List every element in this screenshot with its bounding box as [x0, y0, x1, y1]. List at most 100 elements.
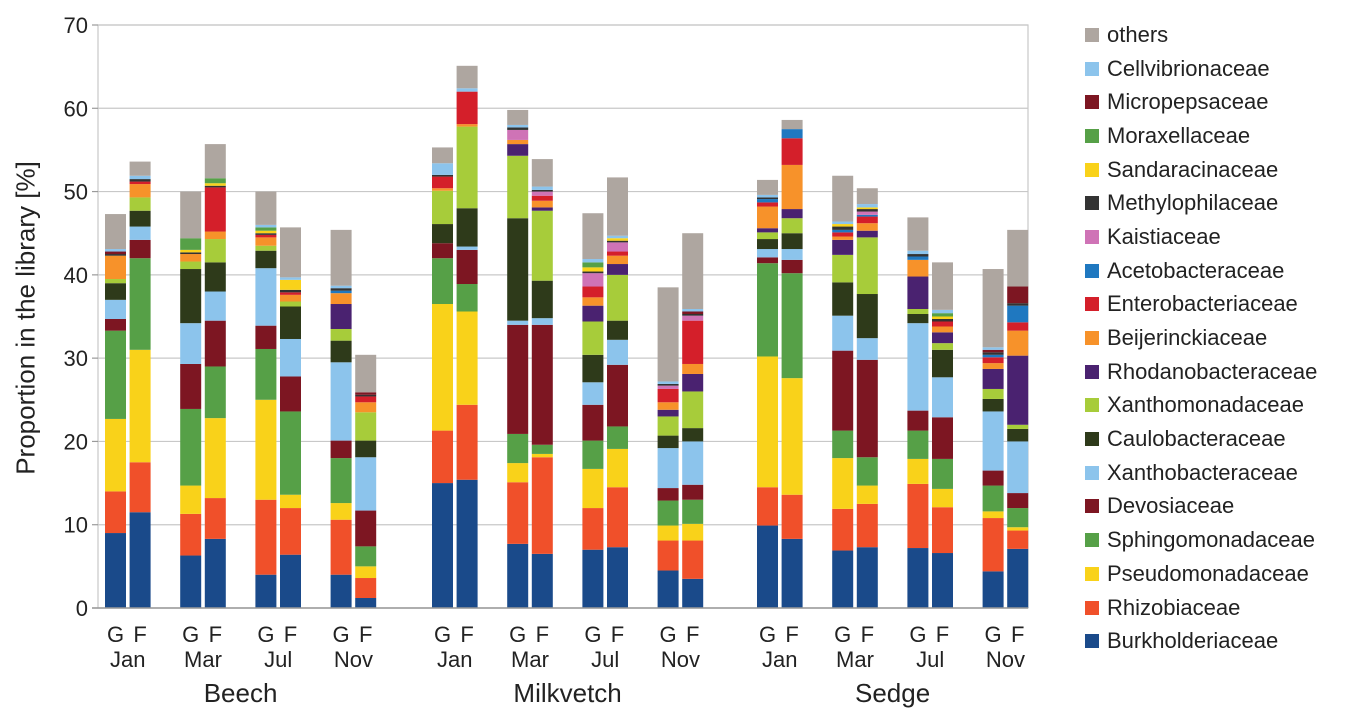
bar-segment-devosiaceae	[682, 484, 704, 500]
bar-segment-beijerinckiaceae	[982, 363, 1004, 369]
bar-segment-xanthobacteraceae	[129, 226, 151, 240]
bar-segment-xanthobacteraceae	[657, 448, 679, 489]
bar-segment-caulobacteraceae	[180, 269, 202, 324]
bar-segment-others	[255, 191, 277, 225]
bar-segment-others	[607, 177, 628, 236]
bar-segment-others	[531, 159, 553, 187]
bar-segment-methylophilaceae	[932, 318, 953, 322]
legend-label: Cellvibrionaceae	[1107, 55, 1270, 81]
bar-segment-cellvibrionaceae	[531, 186, 553, 190]
y-tick-label: 0	[76, 596, 88, 621]
bar-segment-caulobacteraceae	[255, 250, 277, 269]
bar-segment-rhizobiaceae	[932, 507, 953, 554]
bar-segment-pseudomonadaceae	[355, 566, 377, 579]
bar-segment-beijerinckiaceae	[432, 188, 453, 191]
sample-type-label: F	[536, 622, 549, 647]
bar-segment-xanthobacteraceae	[781, 249, 803, 260]
bar-segment-enterobacteriaceae	[456, 91, 478, 125]
bar-segment-devosiaceae	[204, 320, 226, 367]
bar-segment-sphingomonadaceae	[757, 263, 778, 357]
month-label: Nov	[986, 647, 1025, 672]
bar-segment-methylophilaceae	[204, 185, 226, 188]
bar-segment-xanthobacteraceae	[682, 441, 704, 485]
bar-segment-beijerinckiaceae	[280, 294, 301, 302]
bar-segment-pseudomonadaceae	[932, 488, 953, 508]
bar-segment-beijerinckiaceae	[932, 326, 953, 333]
bar-segment-acetobacteraceae	[757, 199, 778, 203]
bar-segment-rhodanobacteraceae	[982, 368, 1004, 389]
bar-segment-cellvibrionaceae	[832, 221, 854, 225]
bar-segment-methylophilaceae	[582, 271, 604, 274]
legend-swatch	[1085, 297, 1099, 312]
bar-segment-kaistiaceae	[856, 211, 878, 215]
sample-type-label: G	[182, 622, 199, 647]
bar-segment-caulobacteraceae	[129, 210, 151, 227]
bar-segment-devosiaceae	[856, 359, 878, 458]
bar-segment-others	[1007, 229, 1029, 287]
bar-segment-caulobacteraceae	[856, 294, 878, 339]
bar-segment-rhodanobacteraceae	[832, 239, 854, 255]
bar-segment-kaistiaceae	[657, 385, 679, 389]
bar-segment-burkholderiaceae	[1007, 548, 1029, 608]
bar-segment-xanthobacteraceae	[757, 249, 778, 258]
bar-segment-caulobacteraceae	[507, 218, 529, 321]
sample-type-label: F	[284, 622, 297, 647]
bar-segment-others	[907, 217, 929, 251]
bar-segment-pseudomonadaceae	[129, 349, 151, 463]
bar-segment-devosiaceae	[531, 324, 553, 445]
legend-swatch	[1085, 162, 1099, 177]
bar-segment-devosiaceae	[255, 325, 277, 349]
bar-segment-pseudomonadaceae	[781, 378, 803, 495]
month-label: Jan	[437, 647, 472, 672]
legend-swatch	[1085, 499, 1099, 514]
bar-segment-pseudomonadaceae	[582, 468, 604, 509]
bar-segment-methylophilaceae	[832, 226, 854, 230]
bar-segment-rhodanobacteraceae	[507, 144, 529, 156]
bar-segment-kaistiaceae	[682, 315, 704, 321]
bar-segment-others	[355, 354, 377, 393]
bar-segment-sphingomonadaceae	[129, 258, 151, 350]
bar-segment-xanthobacteraceae	[1007, 441, 1029, 494]
bar-segment-sphingomonadaceae	[856, 457, 878, 486]
bar-segment-devosiaceae	[607, 364, 628, 427]
bar-segment-rhodanobacteraceae	[330, 304, 352, 329]
bar-segment-enterobacteriaceae	[280, 292, 301, 295]
bar-segment-kaistiaceae	[607, 242, 628, 252]
bar-segment-xanthobacteraceae	[856, 338, 878, 360]
bar-segment-moraxellaceae	[255, 227, 277, 231]
bar-segment-caulobacteraceae	[932, 349, 953, 378]
bar-segment-enterobacteriaceae	[781, 138, 803, 165]
sample-type-label: F	[861, 622, 874, 647]
y-tick-label: 40	[64, 263, 88, 288]
bar-segment-enterobacteriaceae	[657, 388, 679, 403]
legend-item: Beijerinckiaceae	[1085, 321, 1360, 355]
legend-label: Moraxellaceae	[1107, 122, 1251, 148]
bar-segment-methylophilaceae	[280, 289, 301, 293]
legend-item: Kaistiaceae	[1085, 220, 1360, 254]
bar-segment-others	[280, 227, 301, 278]
legend-item: Xanthomonadaceae	[1085, 389, 1360, 423]
bar-segment-pseudomonadaceae	[180, 485, 202, 514]
bar-segment-burkholderiaceae	[280, 554, 301, 608]
bar-segment-sphingomonadaceae	[932, 458, 953, 489]
bar-segment-cellvibrionaceae	[432, 163, 453, 175]
legend-swatch	[1085, 229, 1099, 244]
legend-swatch	[1085, 196, 1099, 211]
bar-segment-xanthobacteraceae	[280, 338, 301, 377]
bar-segment-cellvibrionaceae	[657, 381, 679, 384]
bar-segment-enterobacteriaceae	[1007, 322, 1029, 331]
bar-segment-sandaracinaceae	[932, 316, 953, 319]
bar-segment-moraxellaceae	[582, 262, 604, 268]
bar-segment-devosiaceae	[932, 417, 953, 459]
bar-segment-rhizobiaceae	[255, 499, 277, 575]
bar-segment-burkholderiaceae	[582, 549, 604, 608]
bar-segment-caulobacteraceae	[456, 208, 478, 247]
bar-segment-others	[105, 214, 126, 250]
bar-segment-devosiaceae	[907, 410, 929, 431]
bar-segment-devosiaceae	[1007, 493, 1029, 509]
legend-label: Methylophilaceae	[1107, 190, 1279, 216]
bar-segment-beijerinckiaceae	[657, 402, 679, 410]
bar-segment-others	[757, 179, 778, 195]
bar-segment-devosiaceae	[781, 259, 803, 274]
bar-stacks	[105, 65, 1029, 608]
